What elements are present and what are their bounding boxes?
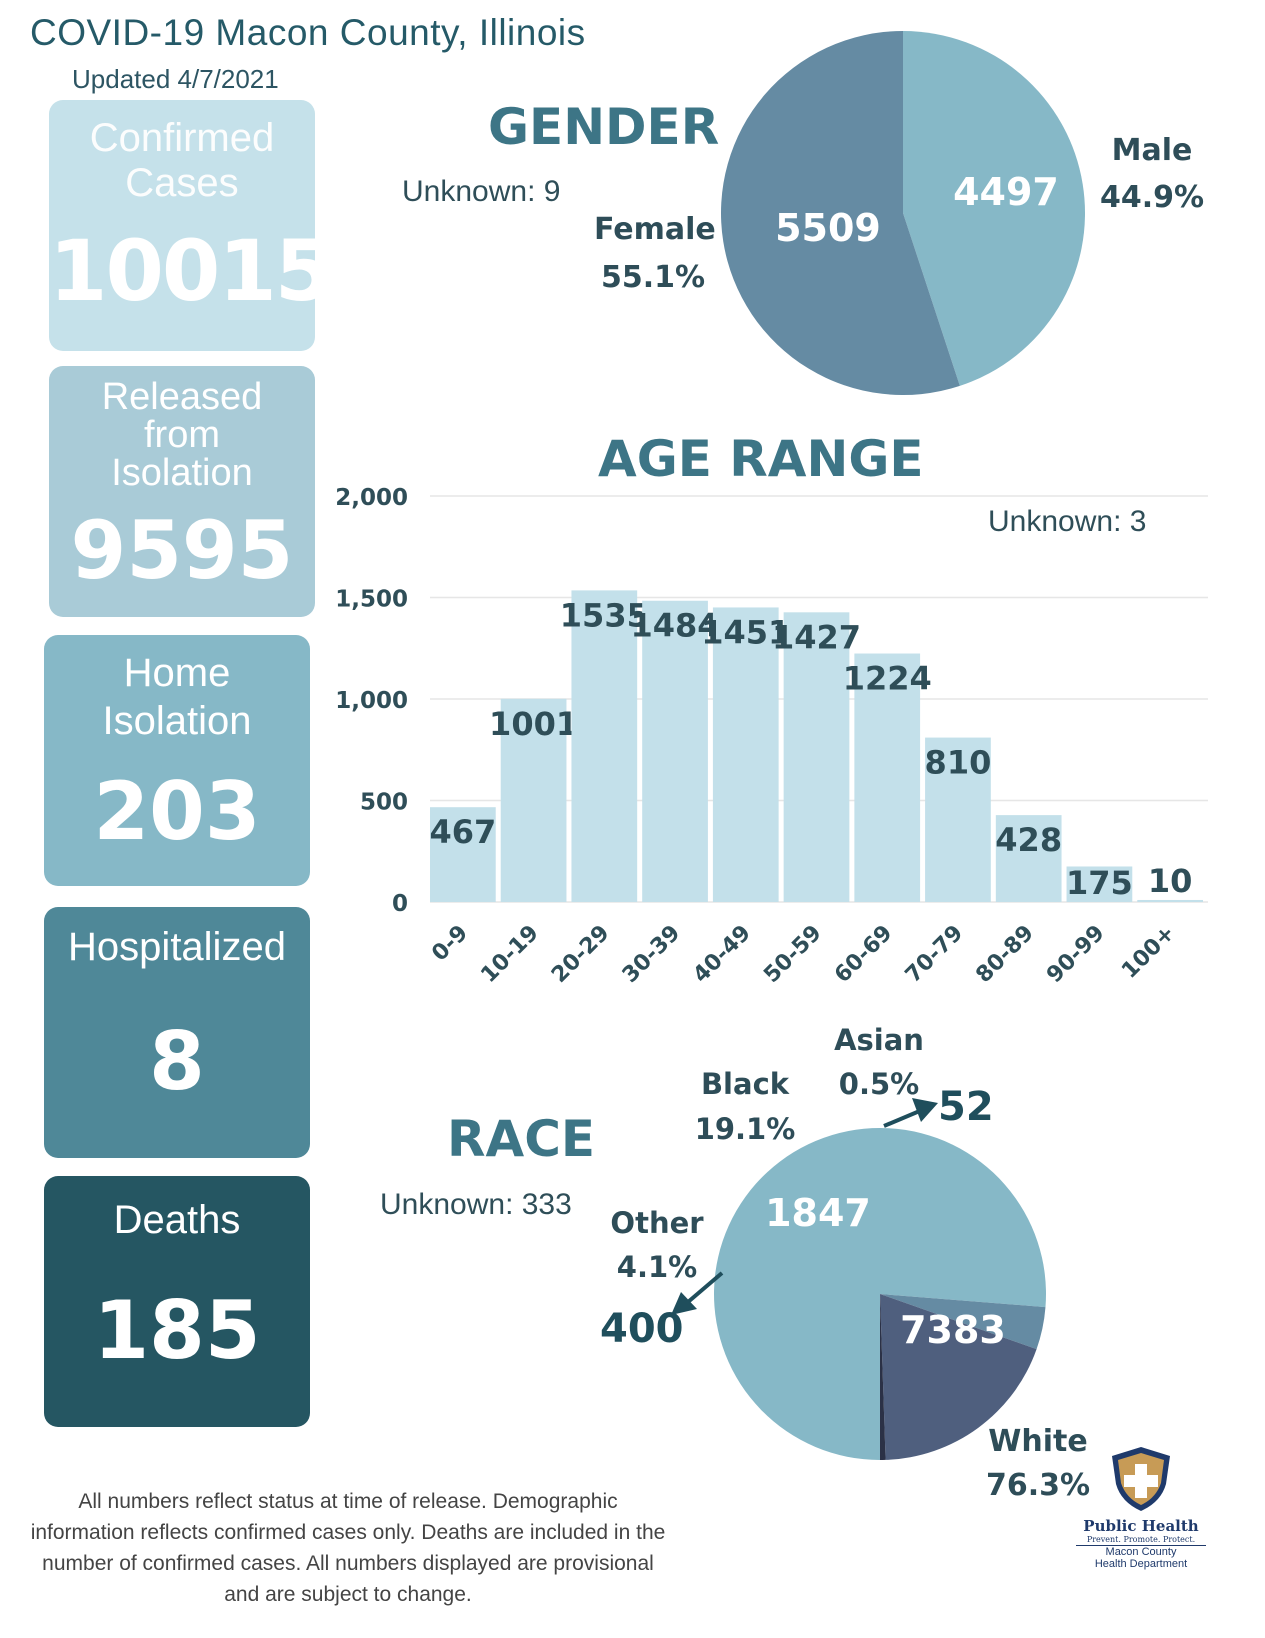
stat-hospitalized: Hospitalized 8 bbox=[44, 907, 310, 1158]
asian-arrow-line bbox=[883, 1108, 923, 1128]
health-department-logo: Public Health Prevent. Promote. Protect.… bbox=[1076, 1444, 1206, 1594]
gender-slice-female bbox=[721, 31, 960, 395]
age-heading: AGE RANGE bbox=[598, 430, 924, 488]
age-data-label: 428 bbox=[995, 821, 1062, 859]
age-data-label: 175 bbox=[1066, 864, 1133, 902]
stat-label: Hospitalized bbox=[68, 925, 286, 969]
age-bar-40-49 bbox=[712, 607, 779, 902]
age-ytick-label: 1,000 bbox=[335, 688, 408, 714]
shield-icon bbox=[1112, 1447, 1170, 1511]
age-bar-50-59 bbox=[783, 612, 850, 902]
age-bar-30-39 bbox=[642, 600, 708, 902]
stat-value: 203 bbox=[93, 765, 261, 858]
race-asian-pct: 0.5% bbox=[838, 1067, 920, 1101]
age-bar-0-9 bbox=[430, 807, 496, 902]
gender-slice-male bbox=[903, 31, 1086, 386]
footnote: All numbers reflect status at time of re… bbox=[30, 1490, 666, 1606]
age-data-label: 810 bbox=[925, 744, 992, 782]
age-bar-10-19 bbox=[500, 698, 567, 902]
race-other-name: Other bbox=[610, 1206, 704, 1240]
race-value-white: 7383 bbox=[900, 1308, 1006, 1352]
stat-confirmed-cases: Confirmed Cases 10015 bbox=[49, 100, 333, 351]
updated-date: Updated 4/7/2021 bbox=[72, 64, 279, 94]
race-black-name: Black bbox=[700, 1067, 790, 1101]
age-ytick-label: 0 bbox=[392, 891, 408, 917]
stat-deaths: Deaths 185 bbox=[44, 1176, 310, 1427]
other-arrow-line bbox=[686, 1271, 724, 1304]
age-bar-20-29 bbox=[571, 590, 638, 902]
logo-line4: Health Department bbox=[1094, 1558, 1188, 1570]
age-bar-90-99 bbox=[1066, 866, 1133, 902]
race-value-black: 1847 bbox=[765, 1191, 871, 1235]
race-slice-black bbox=[880, 1294, 1037, 1460]
age-data-label: 1484 bbox=[631, 607, 720, 645]
age-data-label: 1451 bbox=[701, 613, 790, 651]
stat-released: Released from Isolation 9595 bbox=[49, 366, 315, 617]
age-bar-60-69 bbox=[854, 653, 921, 902]
stat-home-isolation: Home Isolation 203 bbox=[44, 635, 310, 886]
gender-value-female: 5509 bbox=[775, 206, 881, 250]
gender-female-pct: 55.1% bbox=[600, 260, 706, 295]
logo-line1: Public Health bbox=[1083, 1517, 1199, 1535]
gender-male-pct: 44.9% bbox=[1100, 180, 1205, 215]
age-bar-100+ bbox=[1137, 899, 1203, 902]
stat-value: 8 bbox=[149, 1015, 205, 1108]
gender-male-name: Male bbox=[1111, 133, 1193, 168]
age-ytick-label: 500 bbox=[360, 790, 408, 816]
gender-value-male: 4497 bbox=[953, 170, 1059, 214]
race-asian-value: 52 bbox=[938, 1084, 994, 1130]
stat-value: 10015 bbox=[49, 222, 333, 320]
gender-unknown: Unknown: 9 bbox=[402, 175, 561, 208]
stat-label: Deaths bbox=[113, 1198, 241, 1242]
other-arrowhead bbox=[671, 1292, 697, 1315]
stat-label: Confirmed Cases bbox=[89, 116, 275, 205]
age-ytick-label: 1,500 bbox=[335, 587, 408, 613]
asian-arrowhead bbox=[912, 1098, 938, 1122]
age-data-label: 1224 bbox=[843, 660, 932, 698]
age-ytick-label: 2,000 bbox=[335, 485, 408, 511]
age-data-label: 1001 bbox=[489, 705, 578, 743]
age-data-label: 1427 bbox=[772, 618, 861, 656]
race-black-pct: 19.1% bbox=[694, 1112, 796, 1146]
race-white-pct: 76.3% bbox=[985, 1468, 1091, 1503]
page-title: COVID-19 Macon County, Illinois bbox=[30, 12, 586, 53]
gender-heading: GENDER bbox=[488, 98, 720, 156]
race-other-pct: 4.1% bbox=[616, 1250, 698, 1284]
age-data-label: 1535 bbox=[560, 596, 649, 634]
age-data-label: 10 bbox=[1148, 862, 1193, 900]
age-bar-80-89 bbox=[995, 815, 1062, 902]
logo-line2: Prevent. Promote. Protect. bbox=[1076, 1535, 1206, 1546]
race-asian-name: Asian bbox=[834, 1023, 924, 1057]
race-other-value: 400 bbox=[600, 1306, 684, 1352]
race-white-name: White bbox=[988, 1424, 1088, 1459]
stat-value: 185 bbox=[93, 1284, 261, 1377]
race-slice-asian bbox=[880, 1294, 886, 1460]
gender-female-name: Female bbox=[594, 212, 716, 247]
age-unknown: Unknown: 3 bbox=[988, 505, 1147, 538]
age-bar-70-79 bbox=[925, 737, 991, 902]
stat-value: 9595 bbox=[70, 504, 294, 597]
race-slice-other bbox=[880, 1294, 1046, 1350]
race-unknown: Unknown: 333 bbox=[380, 1188, 572, 1221]
logo-line3: Macon County bbox=[1105, 1546, 1177, 1558]
stat-label: Released from Isolation bbox=[101, 376, 263, 494]
race-heading: RACE bbox=[447, 1110, 596, 1168]
age-data-label: 467 bbox=[429, 813, 496, 851]
stat-label: Home Isolation bbox=[102, 651, 252, 743]
